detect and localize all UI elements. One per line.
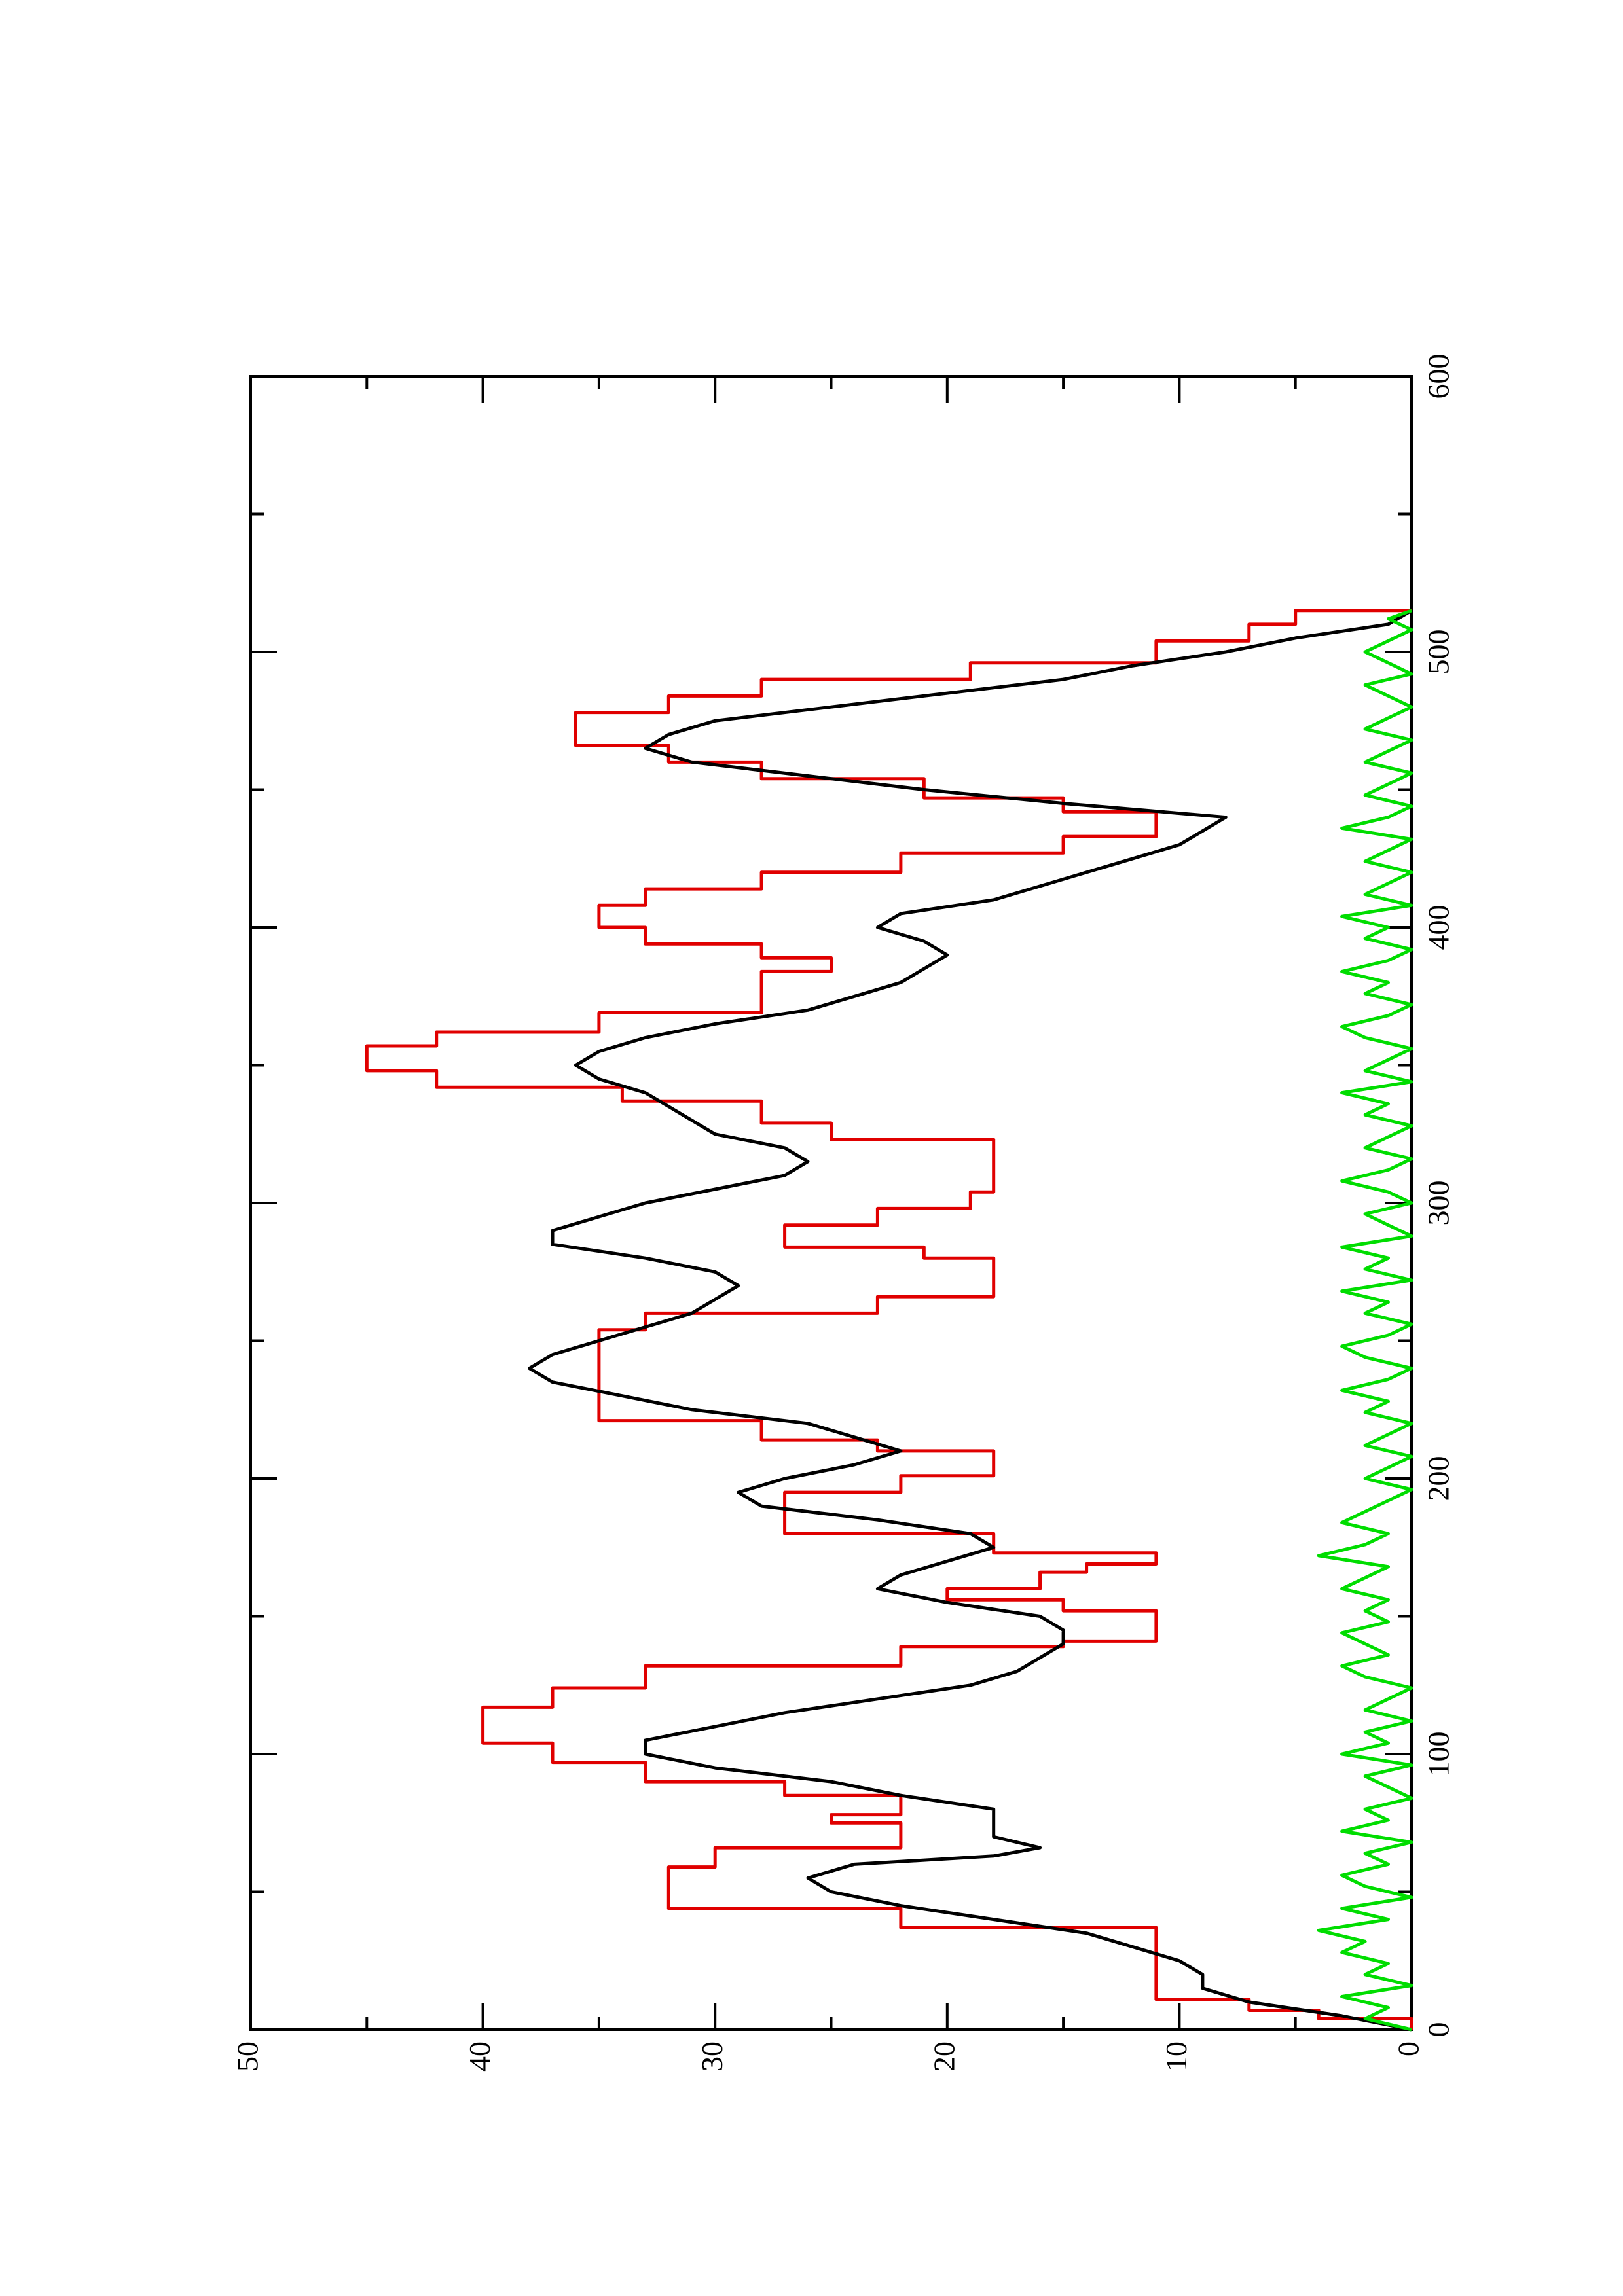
x-tick-label: 300	[1422, 1181, 1455, 1226]
x-tick-label: 200	[1422, 1456, 1455, 1501]
y-tick-label: 40	[463, 2041, 496, 2072]
series-line-1	[365, 609, 1413, 2030]
y-tick-label: 0	[1392, 2041, 1425, 2056]
x-tick-label: 500	[1422, 630, 1455, 675]
axis-ticks	[249, 375, 1413, 2031]
y-tick-label: 20	[927, 2041, 960, 2072]
x-tick-label: 100	[1422, 1732, 1455, 1777]
x-tick-label: 600	[1422, 354, 1455, 399]
x-tick-label: 400	[1422, 905, 1455, 950]
y-tick-label: 10	[1159, 2041, 1193, 2072]
x-tick-label: 0	[1422, 2022, 1455, 2037]
y-tick-label: 30	[695, 2041, 729, 2072]
series-line-3	[1317, 609, 1413, 2032]
y-tick-label: 50	[231, 2041, 264, 2072]
series-lines	[365, 609, 1413, 2032]
series-line-2	[528, 609, 1413, 2032]
tick-labels: 0 100 200 300 400 500 600 0 10 20 30 40 50	[231, 354, 1455, 2072]
